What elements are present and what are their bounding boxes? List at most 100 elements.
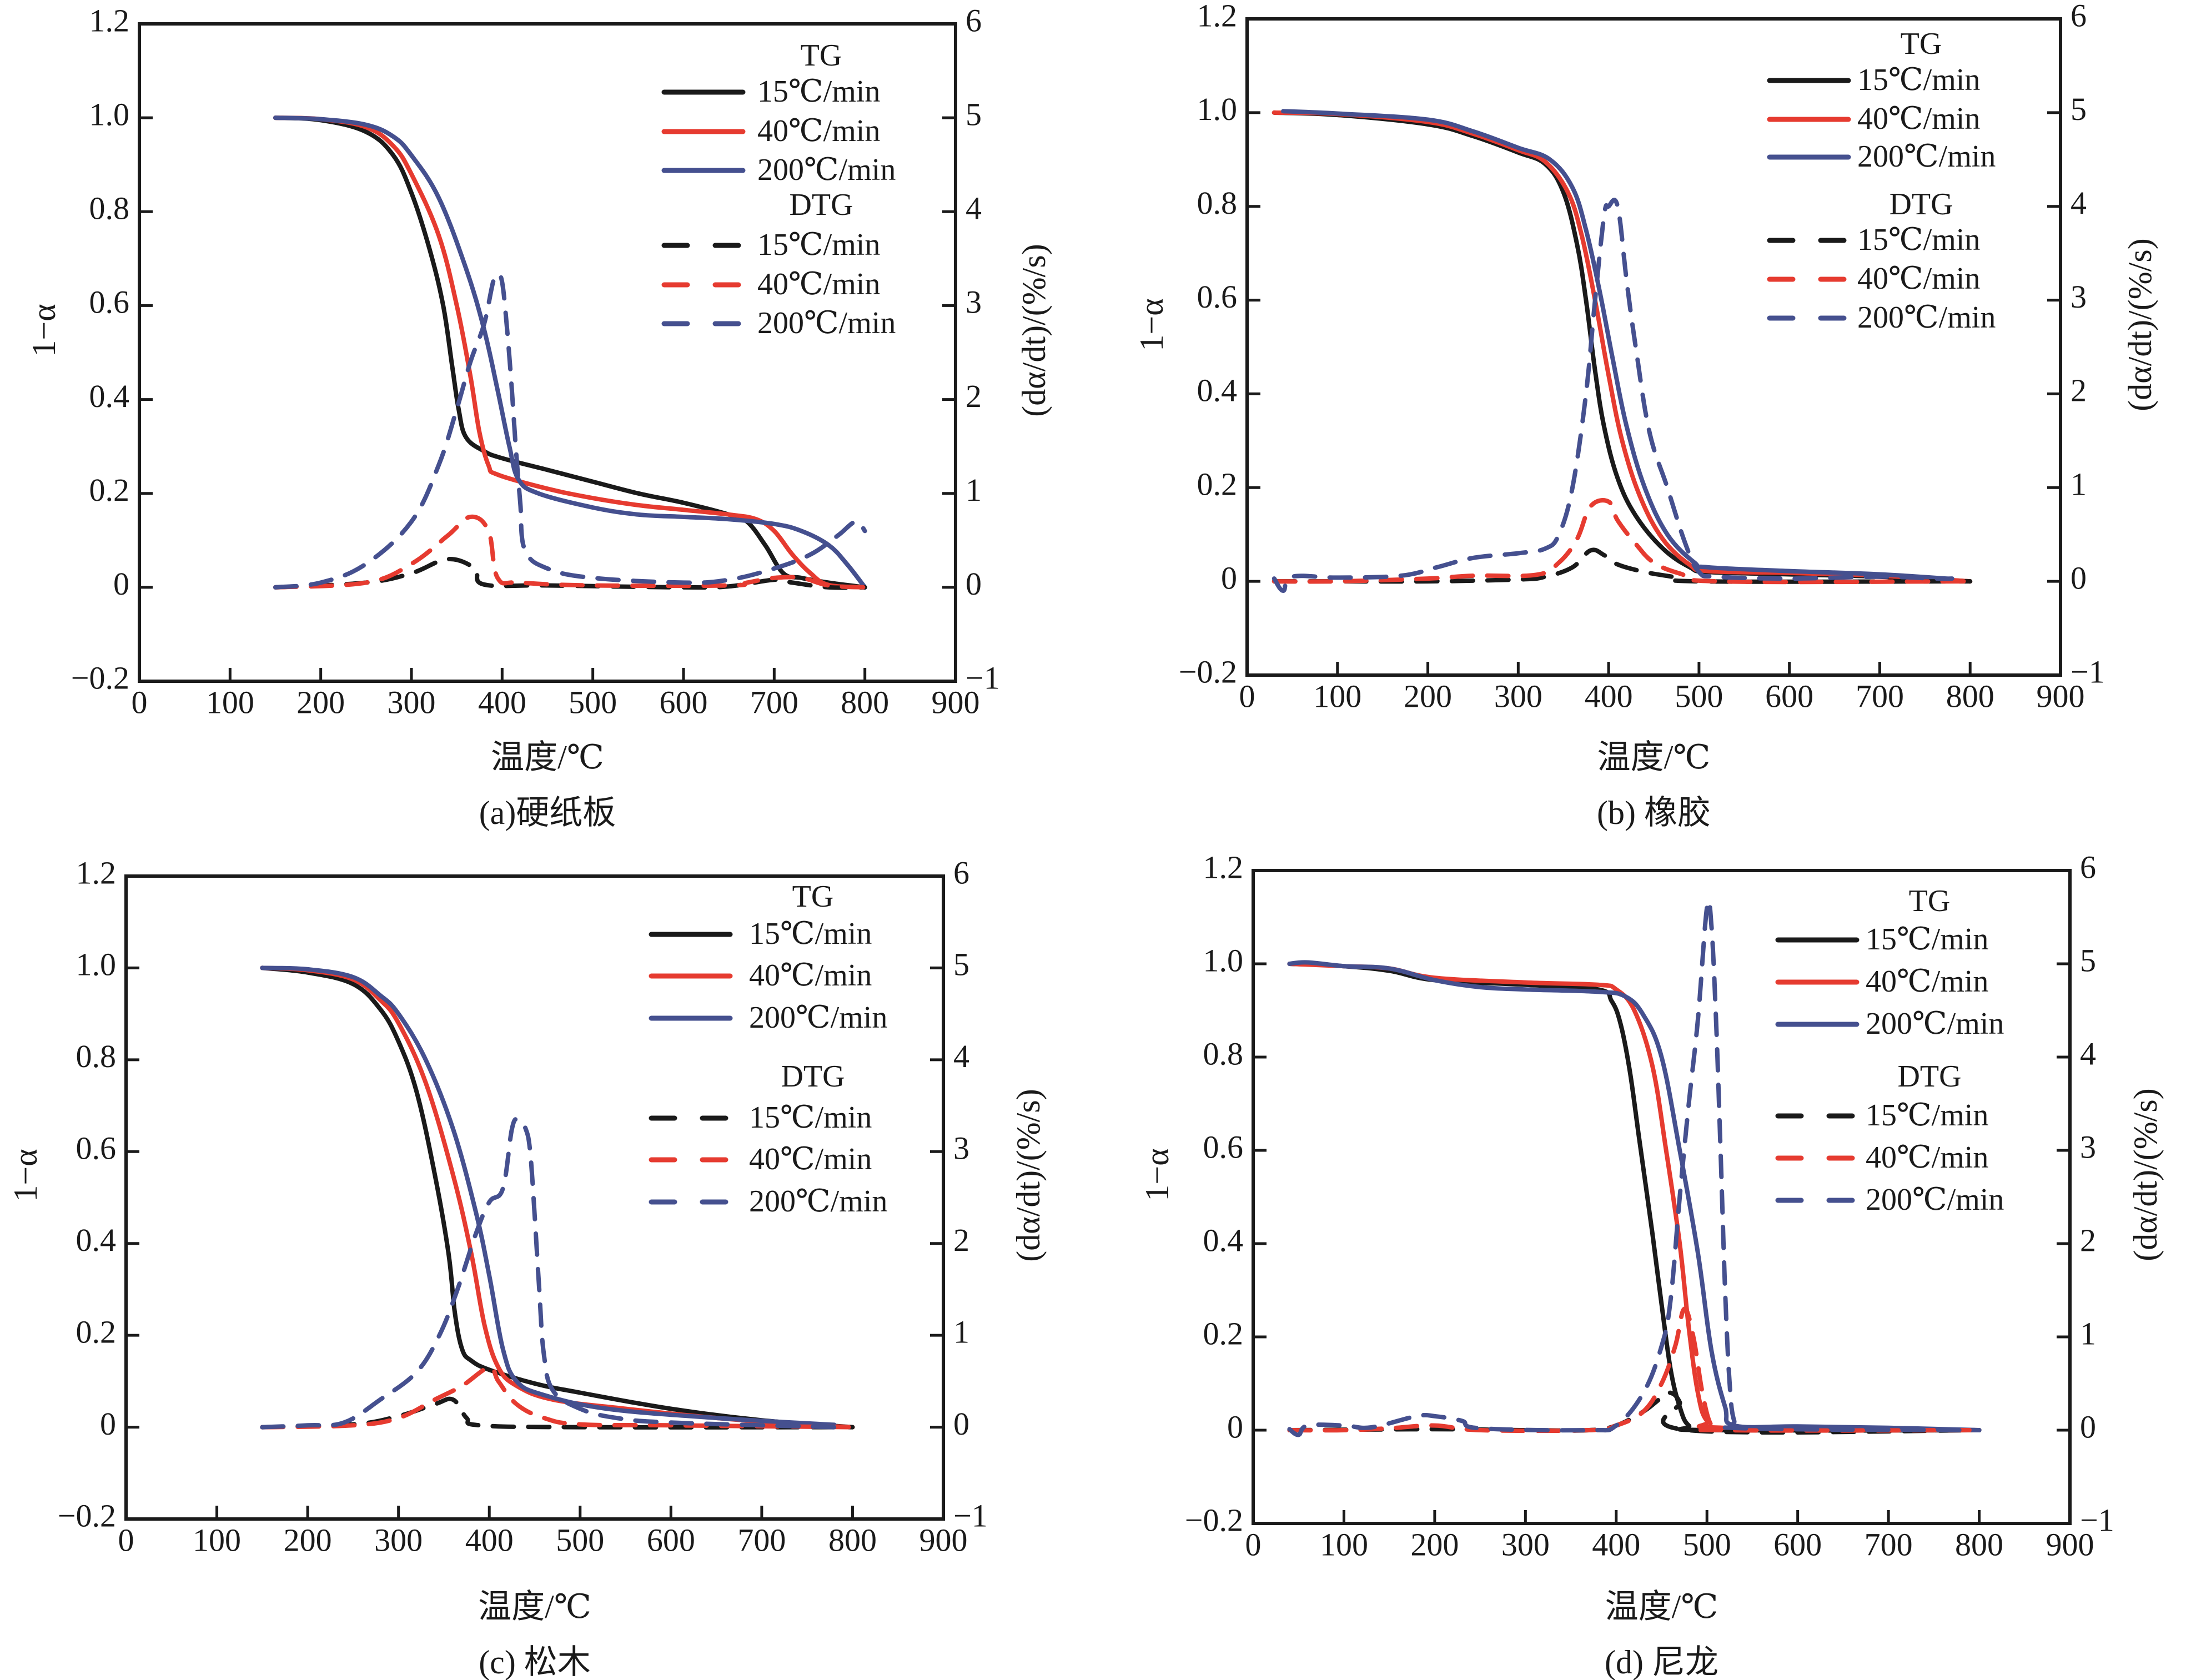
y-tick-label: −0.2 bbox=[71, 660, 129, 696]
x-tick-label: 300 bbox=[374, 1522, 423, 1558]
legend-entry: 200℃/min bbox=[1767, 300, 1996, 335]
panel-b: 0 100 200 300 400 500 600 700 800 900−0.200.20.40… bbox=[1133, 0, 2158, 831]
x-tick-label: 800 bbox=[1955, 1526, 2003, 1562]
y2-tick-label: 3 bbox=[953, 1130, 969, 1166]
tg-curve-200 bbox=[1287, 960, 1982, 1432]
x-tick-label: 600 bbox=[660, 684, 708, 720]
y-tick-label: 0 bbox=[113, 566, 129, 602]
y-tick-label: 1.2 bbox=[1203, 849, 1244, 885]
y-tick-label: 0.8 bbox=[89, 190, 130, 227]
x-tick-label: 200 bbox=[284, 1522, 332, 1558]
legend-group-title: DTG bbox=[1897, 1059, 1961, 1094]
x-tick-label: 800 bbox=[828, 1522, 877, 1558]
dtg-curve-15 bbox=[1272, 547, 1973, 584]
y-tick-label: 1.2 bbox=[1197, 0, 1238, 33]
y-tick-label: 0 bbox=[1221, 560, 1237, 596]
y-tick-label: 0.6 bbox=[89, 284, 130, 320]
x-tick-label: 0 bbox=[1239, 678, 1255, 714]
x-tick-label: 400 bbox=[1592, 1526, 1640, 1562]
legend-label: 15℃/min bbox=[1857, 63, 1980, 97]
legend-label: 40℃/min bbox=[757, 267, 880, 301]
y2-tick-label: 5 bbox=[966, 96, 982, 132]
y2-tick-label: −1 bbox=[966, 660, 1000, 696]
legend-entry: 40℃/min bbox=[649, 1142, 872, 1176]
legend-entry: 15℃/min bbox=[1767, 63, 1980, 97]
y-tick-label: 0.6 bbox=[76, 1130, 117, 1166]
legend-label: 200℃/min bbox=[1866, 1183, 2004, 1217]
x-tick-label: 400 bbox=[1585, 678, 1633, 714]
legend-label: 40℃/min bbox=[1857, 261, 1980, 296]
legend-entry: 40℃/min bbox=[1767, 102, 1980, 136]
x-tick-label: 800 bbox=[841, 684, 889, 720]
x-tick-label: 700 bbox=[1865, 1526, 1913, 1562]
y2-tick-label: 0 bbox=[2071, 560, 2087, 596]
y-tick-label: −0.2 bbox=[1185, 1502, 1243, 1538]
plot-frame bbox=[124, 874, 945, 1521]
legend-entry: 40℃/min bbox=[661, 114, 880, 148]
y2-tick-label: 4 bbox=[953, 1038, 969, 1074]
plot-area bbox=[260, 965, 855, 1430]
x-tick-label: 900 bbox=[2046, 1526, 2094, 1562]
y-tick-label: 0.4 bbox=[76, 1222, 117, 1258]
y2-tick-label: 4 bbox=[2071, 185, 2087, 221]
x-tick-label: 500 bbox=[556, 1522, 604, 1558]
y2-tick-label: 5 bbox=[2071, 91, 2087, 127]
y2-tick-label: 2 bbox=[966, 378, 982, 414]
y2-tick-label: 1 bbox=[966, 472, 982, 508]
plot-frame bbox=[1252, 869, 2072, 1525]
legend-label: 200℃/min bbox=[1857, 300, 1996, 335]
dtg-curve-40 bbox=[273, 514, 867, 590]
y2-tick-label: −1 bbox=[2080, 1502, 2114, 1538]
legend-group-title: DTG bbox=[789, 188, 853, 222]
y2-tick-label: 1 bbox=[2080, 1315, 2096, 1351]
legend-entry: 200℃/min bbox=[649, 1184, 887, 1219]
y-tick-label: 0 bbox=[1227, 1409, 1243, 1445]
legend-label: 200℃/min bbox=[757, 153, 896, 187]
legend-entry: 40℃/min bbox=[1767, 261, 1980, 296]
y2-tick-label: 6 bbox=[2071, 0, 2087, 33]
legend-entry: 200℃/min bbox=[1767, 139, 1996, 174]
panel-c: 0 100 200 300 400 500 600 700 800 900−0.200.20.40… bbox=[7, 854, 1047, 1680]
y-tick-label: 1.0 bbox=[1197, 91, 1238, 127]
y-tick-label: 0.8 bbox=[1203, 1035, 1244, 1072]
panel-caption: (b) 橡胶 bbox=[1597, 794, 1711, 831]
x-tick-label: 900 bbox=[932, 684, 980, 720]
y-tick-label: 0.8 bbox=[1197, 185, 1238, 221]
legend-entry: 40℃/min bbox=[1775, 1140, 1988, 1175]
panel-caption: (a)硬纸板 bbox=[479, 794, 616, 831]
legend: TG15℃/min40℃/min200℃/minDTG15℃/min40℃/mi… bbox=[649, 879, 887, 1219]
x-tick-label: 500 bbox=[569, 684, 617, 720]
y2-tick-label: 4 bbox=[966, 190, 982, 227]
plot-area bbox=[1287, 898, 1982, 1437]
legend-entry: 15℃/min bbox=[649, 917, 872, 951]
x-tick-label: 600 bbox=[647, 1522, 695, 1558]
legend-label: 15℃/min bbox=[757, 228, 880, 262]
x-tick-label: 300 bbox=[388, 684, 436, 720]
y-tick-label: 0.8 bbox=[76, 1038, 117, 1074]
tg-curve-40 bbox=[273, 115, 867, 590]
y2-axis-title: (dα/dt)/(%/s) bbox=[2122, 238, 2158, 411]
x-tick-label: 900 bbox=[919, 1522, 968, 1558]
x-tick-label: 900 bbox=[2037, 678, 2085, 714]
x-tick-label: 200 bbox=[1404, 678, 1452, 714]
y-tick-label: 1.0 bbox=[1203, 942, 1244, 978]
legend-label: 200℃/min bbox=[1866, 1007, 2004, 1041]
x-tick-label: 300 bbox=[1501, 1526, 1550, 1562]
y-tick-label: 1.2 bbox=[89, 2, 130, 38]
dtg-curve-15 bbox=[273, 557, 867, 590]
legend-label: 15℃/min bbox=[1866, 1098, 1988, 1133]
legend-label: 15℃/min bbox=[1857, 223, 1980, 257]
x-tick-label: 300 bbox=[1494, 678, 1542, 714]
tg-curve-40 bbox=[1272, 110, 1973, 584]
panel-caption: (c) 松木 bbox=[479, 1644, 591, 1680]
tg-curve-200 bbox=[260, 965, 837, 1427]
legend-entry: 15℃/min bbox=[661, 228, 880, 262]
x-axis-title: 温度/℃ bbox=[1597, 739, 1711, 776]
y2-tick-label: 0 bbox=[953, 1406, 969, 1442]
legend: TG15℃/min40℃/min200℃/minDTG15℃/min40℃/mi… bbox=[661, 38, 896, 340]
y2-tick-label: 2 bbox=[2071, 373, 2087, 409]
x-tick-label: 200 bbox=[1410, 1526, 1459, 1562]
legend-label: 15℃/min bbox=[1866, 922, 1988, 957]
tg-curve-15 bbox=[273, 115, 867, 590]
legend-label: 40℃/min bbox=[1857, 102, 1980, 136]
